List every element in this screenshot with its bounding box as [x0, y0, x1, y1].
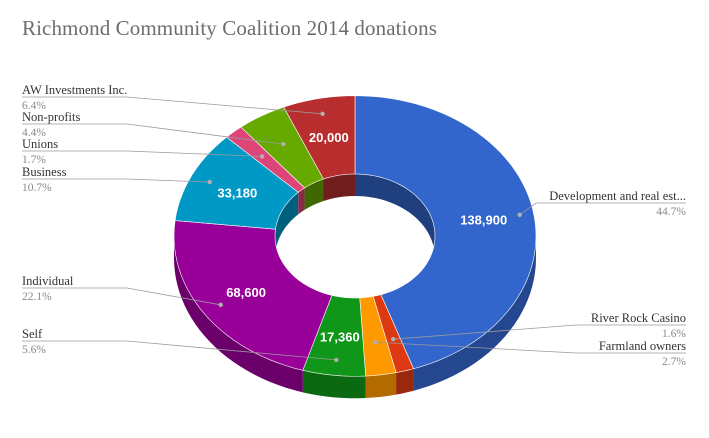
slice-percent-label: 5.6%: [22, 344, 46, 356]
leader-line: [22, 96, 323, 115]
inner-wall-7: [304, 179, 324, 210]
leader-dot: [391, 337, 396, 342]
slice-name-label: Farmland owners: [599, 339, 686, 353]
slice-name-label: Development and real est...: [549, 189, 686, 203]
leader-line: [22, 178, 210, 183]
outer-wall-0: [413, 236, 536, 391]
slice-name-label: Business: [22, 165, 67, 179]
inner-wall-0: [355, 174, 435, 258]
leader-dot: [207, 179, 212, 185]
slice-percent-label: 44.7%: [656, 206, 686, 218]
slice-name-label: Non-profits: [22, 110, 80, 124]
inner-wall-6: [298, 187, 305, 215]
slice-aw-investments-inc: [283, 95, 356, 180]
inner-wall-5: [275, 192, 299, 252]
leader-line: [393, 324, 686, 340]
slice-percent-label: 2.7%: [662, 356, 686, 368]
slice-name-label: Self: [22, 327, 43, 341]
leader-line: [22, 340, 337, 361]
slice-value-label: 138,900: [460, 212, 507, 227]
slice-value-label: 68,600: [226, 285, 266, 300]
outer-wall-3: [302, 370, 366, 399]
outer-wall-1: [396, 368, 414, 395]
slice-value-label: 33,180: [217, 185, 257, 200]
leader-line: [374, 341, 686, 354]
inner-wall-8: [323, 174, 355, 202]
outer-wall-4: [174, 236, 303, 393]
leader-line: [519, 202, 686, 216]
slice-percent-label: 22.1%: [22, 291, 52, 303]
chart-title: Richmond Community Coalition 2014 donati…: [22, 16, 437, 40]
leader-line: [22, 287, 221, 306]
leader-dot: [281, 141, 286, 147]
slice-percent-label: 1.6%: [662, 328, 686, 340]
leader-dot: [218, 302, 223, 307]
slice-percent-label: 1.7%: [22, 154, 46, 166]
leader-dot: [372, 340, 378, 345]
donut-labels: 138,900 17,360 68,600 33,180 20,000 Developme…: [22, 83, 686, 368]
slice-percent-label: 10.7%: [22, 182, 52, 194]
leader-line: [22, 123, 284, 145]
donut-top-faces: [173, 95, 537, 377]
slice-name-label: Individual: [22, 274, 74, 288]
slice-name-label: Unions: [22, 137, 58, 151]
outer-wall-2: [365, 372, 397, 399]
leader-line: [22, 150, 263, 157]
leader-dot: [334, 357, 339, 363]
slice-name-label: AW Investments Inc.: [22, 83, 127, 97]
slice-percent-label: 4.4%: [22, 127, 46, 139]
donut-side-walls: [174, 174, 536, 399]
leader-dot: [320, 111, 325, 117]
leader-dot: [259, 154, 265, 159]
slice-value-label: 20,000: [309, 130, 349, 145]
slice-value-label: 17,360: [320, 329, 360, 344]
slice-percent-label: 6.4%: [22, 100, 46, 112]
slice-name-label: River Rock Casino: [591, 311, 686, 325]
leader-dot: [517, 212, 522, 217]
